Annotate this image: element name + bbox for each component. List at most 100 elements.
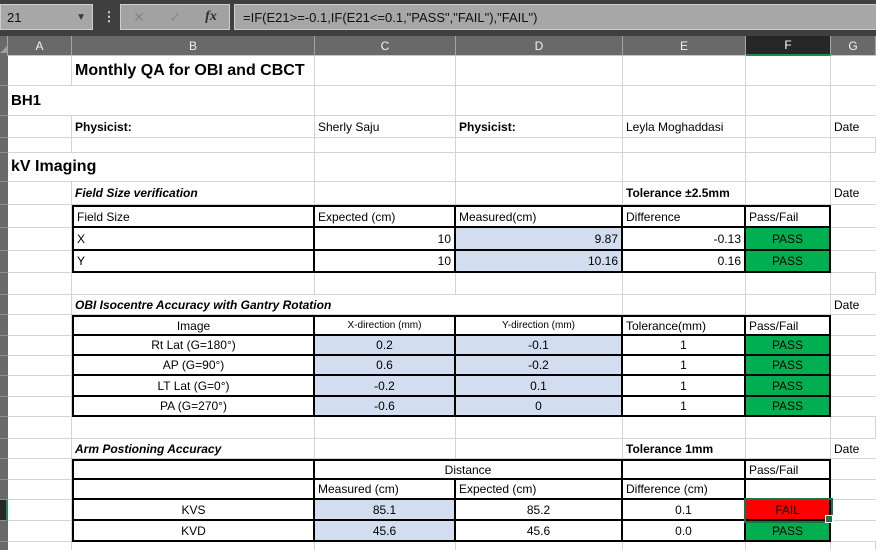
cell-t2-ap-passfail[interactable]: PASS bbox=[746, 356, 831, 376]
cell-t1-x-measured[interactable]: 9.87 bbox=[456, 228, 623, 251]
empty-cell[interactable] bbox=[8, 356, 72, 376]
cell-t3-kvs-passfail-selected[interactable]: FAIL bbox=[744, 498, 833, 523]
cell-section-kv-imaging[interactable]: kV Imaging bbox=[8, 153, 96, 182]
cell-t2-rtlat-label[interactable]: Rt Lat (G=180°) bbox=[72, 336, 315, 356]
empty-cell[interactable] bbox=[746, 153, 831, 182]
empty-cell[interactable] bbox=[831, 376, 876, 397]
empty-cell[interactable] bbox=[831, 336, 876, 356]
empty-cell[interactable] bbox=[8, 116, 72, 138]
row-header-17[interactable] bbox=[0, 417, 8, 439]
cell-t3-blank[interactable] bbox=[746, 480, 831, 500]
empty-cell[interactable] bbox=[315, 86, 456, 116]
empty-cell[interactable] bbox=[831, 86, 876, 116]
column-header-a[interactable]: A bbox=[8, 36, 72, 56]
cell-date-label[interactable]: Date bbox=[831, 295, 876, 315]
cell-doc-title[interactable]: Monthly QA for OBI and CBCT bbox=[72, 56, 315, 86]
row-header-3[interactable] bbox=[0, 116, 8, 138]
cancel-icon[interactable]: ✕ bbox=[133, 8, 145, 25]
row-header-23[interactable] bbox=[0, 542, 8, 550]
cell-physicist1-name[interactable]: Sherly Saju bbox=[315, 116, 456, 138]
cell-date-label[interactable]: Date bbox=[831, 182, 876, 205]
cell-t2-title[interactable]: OBI Isocentre Accuracy with Gantry Rotat… bbox=[72, 295, 456, 315]
cell-t2-rtlat-tol[interactable]: 1 bbox=[623, 336, 746, 356]
cell-unit[interactable]: BH1 bbox=[8, 86, 72, 116]
cell-t3-kvd-passfail[interactable]: PASS bbox=[746, 521, 831, 542]
empty-cell[interactable] bbox=[831, 228, 876, 251]
cell-t1-header-measured[interactable]: Measured(cm) bbox=[456, 205, 623, 228]
empty-cell[interactable] bbox=[8, 521, 72, 542]
cell-t2-ltlat-y[interactable]: 0.1 bbox=[456, 376, 623, 397]
cell-t1-y-difference[interactable]: 0.16 bbox=[623, 251, 746, 273]
row-header-7[interactable] bbox=[0, 205, 8, 228]
cell-t3-kvs-label[interactable]: KVS bbox=[72, 500, 315, 521]
cell-t2-header-passfail[interactable]: Pass/Fail bbox=[746, 315, 831, 336]
empty-cell[interactable] bbox=[831, 500, 876, 521]
enter-icon[interactable]: ✓ bbox=[169, 8, 181, 25]
empty-cell[interactable] bbox=[315, 56, 456, 86]
cell-t1-x-label[interactable]: X bbox=[72, 228, 315, 251]
cell-t2-rtlat-x[interactable]: 0.2 bbox=[315, 336, 456, 356]
empty-cell[interactable] bbox=[8, 205, 72, 228]
empty-row-cells[interactable] bbox=[8, 542, 876, 550]
cell-t2-pa-passfail[interactable]: PASS bbox=[746, 397, 831, 417]
empty-cell[interactable] bbox=[831, 521, 876, 542]
name-box-dropdown-icon[interactable]: ▼ bbox=[76, 11, 86, 23]
cell-t2-ap-x[interactable]: 0.6 bbox=[315, 356, 456, 376]
empty-cell[interactable] bbox=[623, 295, 746, 315]
cell-t3-kvs-difference[interactable]: 0.1 bbox=[623, 500, 746, 521]
empty-cell[interactable] bbox=[831, 480, 876, 500]
row-header-6[interactable] bbox=[0, 182, 8, 205]
cell-date-label[interactable]: Date bbox=[831, 439, 876, 459]
empty-row-cells[interactable] bbox=[8, 417, 876, 439]
formula-input[interactable]: =IF(E21>=-0.1,IF(E21<=0.1,"PASS","FAIL")… bbox=[234, 4, 876, 30]
cell-t1-x-passfail[interactable]: PASS bbox=[746, 228, 831, 251]
empty-cell[interactable] bbox=[8, 376, 72, 397]
select-all-corner[interactable] bbox=[0, 36, 8, 56]
cell-t1-x-difference[interactable]: -0.13 bbox=[623, 228, 746, 251]
cell-t3-blank[interactable] bbox=[72, 459, 315, 480]
empty-cell[interactable] bbox=[746, 86, 831, 116]
empty-cell[interactable] bbox=[315, 439, 456, 459]
cell-t3-header-measured[interactable]: Measured (cm) bbox=[315, 480, 456, 500]
cell-t2-header-image[interactable]: Image bbox=[72, 315, 315, 336]
empty-cell[interactable] bbox=[831, 251, 876, 273]
name-box[interactable]: 21 ▼ bbox=[0, 4, 93, 30]
row-header-8[interactable] bbox=[0, 228, 8, 251]
empty-cell[interactable] bbox=[831, 153, 876, 182]
cell-date-label[interactable]: Date bbox=[831, 116, 876, 138]
row-header-13[interactable] bbox=[0, 336, 8, 356]
cell-t2-ap-tol[interactable]: 1 bbox=[623, 356, 746, 376]
empty-cell[interactable] bbox=[623, 86, 746, 116]
empty-cell[interactable] bbox=[456, 56, 623, 86]
empty-cell[interactable] bbox=[456, 295, 623, 315]
row-header-21-selected[interactable] bbox=[0, 500, 8, 521]
column-header-c[interactable]: C bbox=[315, 36, 456, 56]
row-header-12[interactable] bbox=[0, 315, 8, 336]
empty-cell[interactable] bbox=[831, 205, 876, 228]
cell-physicist2-name[interactable]: Leyla Moghaddasi bbox=[623, 116, 746, 138]
cell-t1-tolerance[interactable]: Tolerance ±2.5mm bbox=[623, 182, 746, 205]
cell-t2-pa-x[interactable]: -0.6 bbox=[315, 397, 456, 417]
empty-cell[interactable] bbox=[456, 153, 623, 182]
cell-t1-y-expected[interactable]: 10 bbox=[315, 251, 456, 273]
cell-t2-header-tolerance[interactable]: Tolerance(mm) bbox=[623, 315, 746, 336]
empty-cell[interactable] bbox=[746, 295, 831, 315]
cell-t2-ltlat-x[interactable]: -0.2 bbox=[315, 376, 456, 397]
cell-t3-blank[interactable] bbox=[623, 459, 746, 480]
empty-cell[interactable] bbox=[456, 86, 623, 116]
empty-cell[interactable] bbox=[746, 116, 831, 138]
empty-cell[interactable] bbox=[8, 480, 72, 500]
cell-t2-ltlat-label[interactable]: LT Lat (G=0°) bbox=[72, 376, 315, 397]
row-header-11[interactable] bbox=[0, 295, 8, 315]
cell-t3-kvs-expected[interactable]: 85.2 bbox=[456, 500, 623, 521]
empty-cell[interactable] bbox=[8, 315, 72, 336]
cell-t3-kvd-difference[interactable]: 0.0 bbox=[623, 521, 746, 542]
row-header-22[interactable] bbox=[0, 521, 8, 542]
empty-cell[interactable] bbox=[8, 336, 72, 356]
empty-cell[interactable] bbox=[72, 86, 315, 116]
cell-t1-title[interactable]: Field Size verification bbox=[72, 182, 315, 205]
empty-cell[interactable] bbox=[8, 228, 72, 251]
empty-cell[interactable] bbox=[8, 251, 72, 273]
cell-t2-ltlat-tol[interactable]: 1 bbox=[623, 376, 746, 397]
row-header-4[interactable] bbox=[0, 138, 8, 153]
